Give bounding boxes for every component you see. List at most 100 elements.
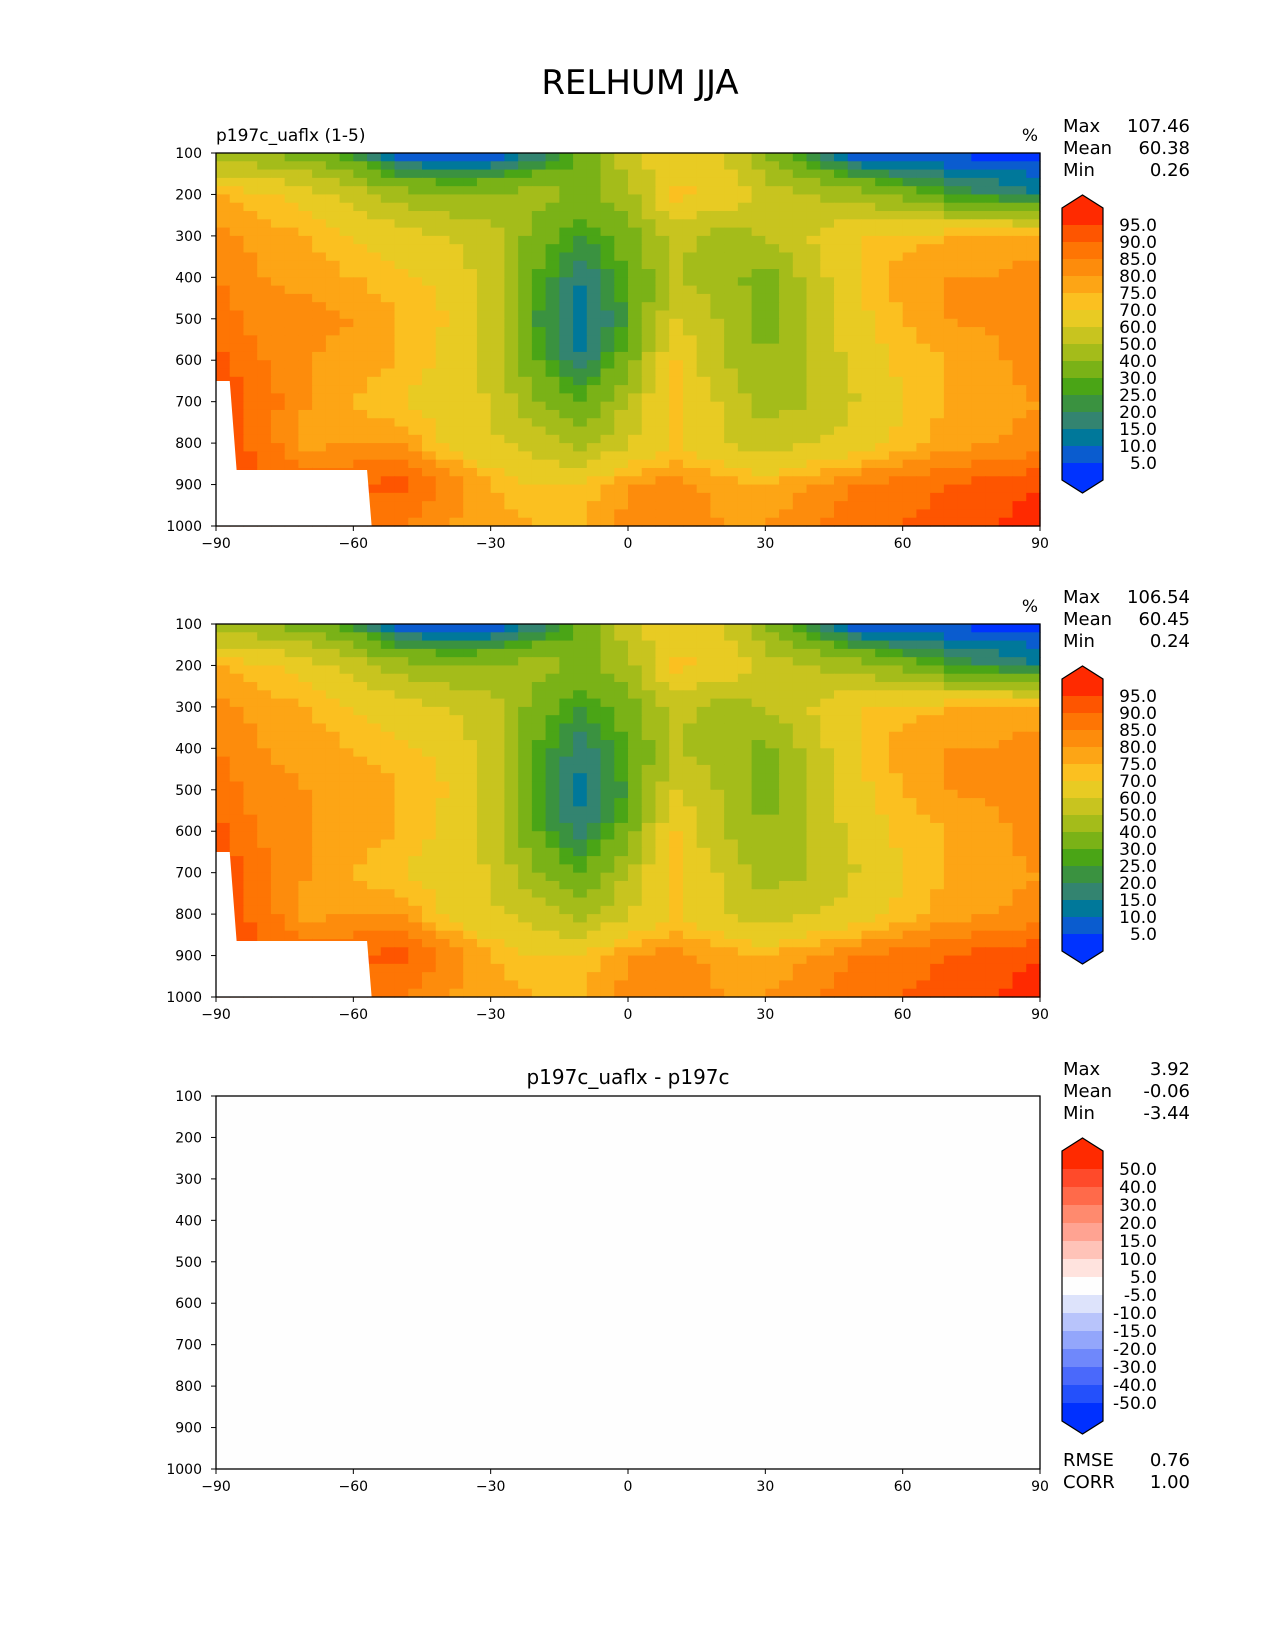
contour-cell xyxy=(971,227,986,237)
contour-cell xyxy=(1026,731,1041,741)
contour-cell xyxy=(243,880,258,890)
contour-cell xyxy=(490,252,505,262)
contour-cell xyxy=(518,492,533,502)
contour-cell xyxy=(628,715,643,725)
contour-cell xyxy=(257,186,272,196)
contour-cell xyxy=(257,202,272,212)
contour-cell xyxy=(325,740,341,749)
contour-cell xyxy=(971,194,986,204)
contour-cell xyxy=(394,665,409,675)
contour-cell xyxy=(257,814,272,824)
contour-cell xyxy=(463,905,478,915)
contour-cell xyxy=(298,451,313,461)
contour-cell xyxy=(573,476,588,486)
contour-cell xyxy=(888,648,904,658)
contour-cell xyxy=(737,764,753,774)
contour-cell xyxy=(1026,880,1041,890)
contour-cell xyxy=(682,443,698,452)
contour-cell xyxy=(985,426,1000,436)
contour-cell xyxy=(861,327,876,336)
contour-cell xyxy=(573,773,588,783)
contour-cell xyxy=(422,393,437,403)
contour-cell xyxy=(422,517,437,527)
contour-cell xyxy=(875,476,890,486)
contour-cell xyxy=(628,451,643,461)
stat-label: Max xyxy=(1063,116,1101,137)
contour-cell xyxy=(861,624,876,633)
contour-cell xyxy=(806,501,821,511)
contour-cell xyxy=(875,318,890,328)
contour-cell xyxy=(737,914,753,923)
contour-cell xyxy=(834,856,849,865)
contour-cell xyxy=(655,153,670,162)
contour-cell xyxy=(792,235,808,245)
contour-cell xyxy=(325,161,341,171)
contour-cell xyxy=(600,501,615,511)
contour-cell xyxy=(710,889,725,899)
contour-cell xyxy=(339,856,354,865)
contour-cell xyxy=(380,153,396,162)
contour-cell xyxy=(257,731,272,741)
contour-cell xyxy=(669,492,684,502)
contour-cell xyxy=(353,731,368,741)
contour-cell xyxy=(737,773,753,783)
contour-cell xyxy=(229,624,245,633)
contour-cell xyxy=(655,740,670,749)
contour-cell xyxy=(902,839,917,849)
contour-cell xyxy=(216,161,231,171)
contour-cell xyxy=(669,764,684,774)
y-tick-label: 800 xyxy=(175,436,202,452)
contour-cell xyxy=(779,235,794,245)
contour-cell xyxy=(998,302,1014,312)
contour-cell xyxy=(1026,492,1041,502)
contour-cell xyxy=(559,698,574,708)
contour-cell xyxy=(408,219,423,229)
contour-cell xyxy=(930,186,945,196)
contour-cell xyxy=(655,451,670,461)
contour-cell xyxy=(998,806,1014,816)
contour-cell xyxy=(1026,657,1041,667)
contour-cell xyxy=(1026,484,1041,494)
contour-cell xyxy=(682,665,698,675)
contour-cell xyxy=(325,839,341,849)
contour-cell xyxy=(902,847,917,857)
contour-cell xyxy=(765,227,780,237)
contour-cell xyxy=(545,252,560,262)
contour-cell xyxy=(1026,673,1041,683)
contour-cell xyxy=(806,434,821,444)
contour-cell xyxy=(312,285,327,295)
contour-cell xyxy=(779,293,794,303)
contour-cell xyxy=(422,467,437,477)
contour-cell xyxy=(1012,847,1027,857)
contour-cell xyxy=(339,847,354,857)
contour-cell xyxy=(463,897,478,907)
contour-cell xyxy=(325,327,341,336)
contour-cell xyxy=(724,856,739,865)
contour-cell xyxy=(449,418,464,428)
contour-cell xyxy=(243,839,258,849)
contour-cell xyxy=(628,177,643,187)
contour-cell xyxy=(641,393,657,403)
contour-cell xyxy=(930,517,945,527)
contour-cell xyxy=(394,492,409,502)
contour-cell xyxy=(518,897,533,907)
contour-cell xyxy=(641,897,657,907)
contour-cell xyxy=(504,161,519,171)
contour-cell xyxy=(586,459,602,469)
contour-cell xyxy=(367,177,382,187)
contour-cell xyxy=(422,161,437,171)
contour-cell xyxy=(998,409,1014,419)
contour-cell xyxy=(573,161,588,171)
contour-cell xyxy=(916,186,931,196)
contour-cell xyxy=(669,418,684,428)
contour-cell xyxy=(710,731,725,741)
contour-cell xyxy=(435,698,451,708)
contour-cell xyxy=(861,731,876,741)
contour-cell xyxy=(614,202,629,212)
contour-cell xyxy=(463,211,478,220)
contour-cell xyxy=(792,252,808,262)
contour-cell xyxy=(998,343,1014,353)
contour-cell xyxy=(641,889,657,899)
contour-cell xyxy=(545,740,560,749)
contour-cell xyxy=(490,343,505,353)
